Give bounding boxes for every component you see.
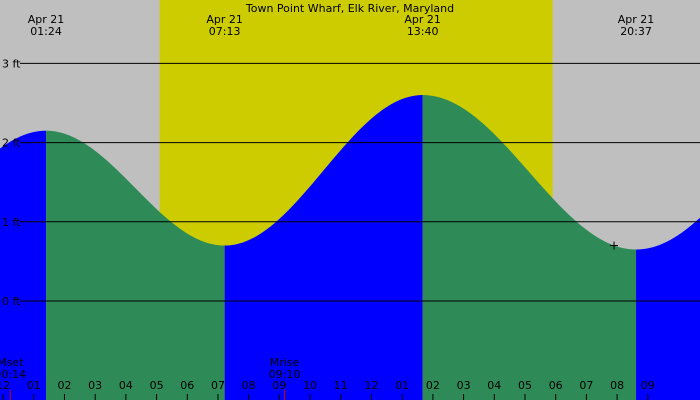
event-time: 20:37 <box>620 25 652 38</box>
hour-label: 08 <box>242 379 256 392</box>
hour-label: 03 <box>88 379 102 392</box>
moon-event-label: Mrise <box>270 356 300 369</box>
gridlines <box>20 62 700 302</box>
hour-label: 07 <box>579 379 593 392</box>
hour-label: 01 <box>27 379 41 392</box>
moon-event-time: 00:14 <box>0 368 26 381</box>
y-axis-labels: 0 ft 1 ft 2 ft 3 ft <box>2 57 21 308</box>
event-date: Apr 21 <box>28 13 65 26</box>
hour-label: 03 <box>457 379 471 392</box>
tide-areas <box>0 95 700 400</box>
hour-label: 06 <box>549 379 563 392</box>
hour-label: 09 <box>272 379 286 392</box>
rising-tide-area <box>224 95 423 400</box>
event-date: Apr 21 <box>206 13 243 26</box>
hour-label: 07 <box>211 379 225 392</box>
falling-tide-area <box>46 130 225 400</box>
event-time: 07:13 <box>209 25 241 38</box>
y-tick-label: 1 ft <box>2 216 21 229</box>
y-tick-label: 0 ft <box>2 295 21 308</box>
hour-label: 11 <box>334 379 348 392</box>
hour-tick-labels: 1112010203040506070809101112010203040506… <box>0 379 655 400</box>
current-position-marker <box>610 241 619 250</box>
hour-label: 12 <box>364 379 378 392</box>
moon-event-label: Mset <box>0 356 24 369</box>
y-tick-label: 2 ft <box>2 137 21 150</box>
hour-label: 05 <box>518 379 532 392</box>
hour-label: 06 <box>180 379 194 392</box>
hour-label: 05 <box>150 379 164 392</box>
rising-tide-area <box>0 130 47 400</box>
hour-label: 10 <box>303 379 317 392</box>
hour-label: 12 <box>0 379 10 392</box>
hour-label: 04 <box>487 379 501 392</box>
hour-label: 08 <box>610 379 624 392</box>
event-date: Apr 21 <box>618 13 655 26</box>
chart-title: Town Point Wharf, Elk River, Maryland <box>245 2 454 15</box>
hour-label: 09 <box>641 379 655 392</box>
hour-label: 01 <box>395 379 409 392</box>
rising-tide-area <box>636 217 700 400</box>
moon-event-time: 09:10 <box>269 368 301 381</box>
event-date: Apr 21 <box>404 13 441 26</box>
event-time: 13:40 <box>407 25 439 38</box>
falling-tide-area <box>422 95 637 400</box>
event-time: 01:24 <box>30 25 62 38</box>
hour-label: 02 <box>426 379 440 392</box>
hour-label: 02 <box>57 379 71 392</box>
hour-label: 04 <box>119 379 133 392</box>
y-tick-label: 3 ft <box>2 57 21 70</box>
